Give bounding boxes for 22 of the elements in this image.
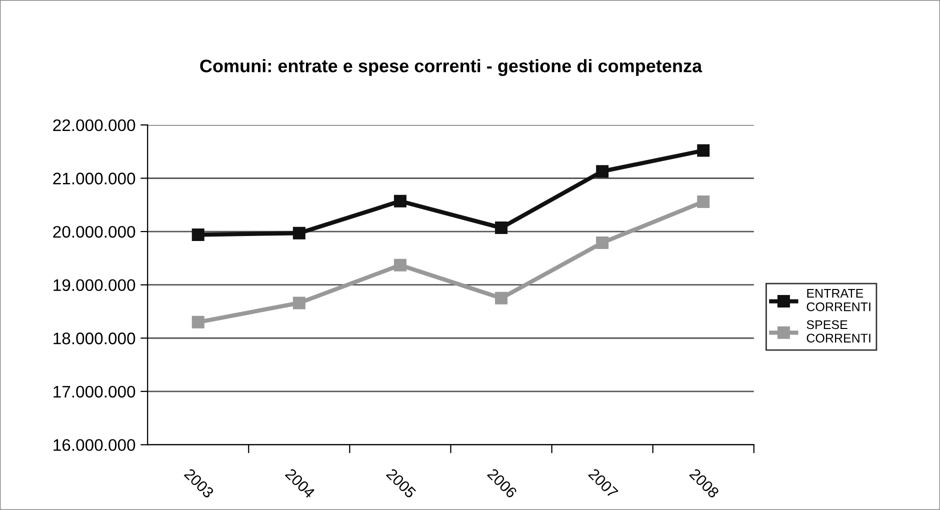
legend-label: ENTRATE CORRENTI [806,289,870,312]
point [697,195,710,208]
point [495,222,508,234]
y-tick-label: 20.000.000 [53,226,136,238]
point [292,296,306,310]
point [192,228,204,241]
y-tick-label: 18.000.000 [54,332,136,344]
y-tick-label: 16.000.000 [54,439,136,451]
y-tick-label: 21.000.000 [53,172,136,184]
y-tick-label: 17.000.000 [54,386,136,398]
legend-label: SPESE CORRENTI [806,320,870,343]
point [394,194,406,208]
point [394,258,406,272]
y-tick-label: 19.000.000 [54,279,136,292]
point [495,292,508,304]
point [292,226,306,240]
point [596,165,609,178]
point [192,316,204,328]
point [697,144,710,157]
point [596,236,609,249]
y-tick-label: 22.000.000 [53,119,136,132]
chart-title: Comuni: entrate e spese correnti - gestione di competenza [200,59,702,76]
